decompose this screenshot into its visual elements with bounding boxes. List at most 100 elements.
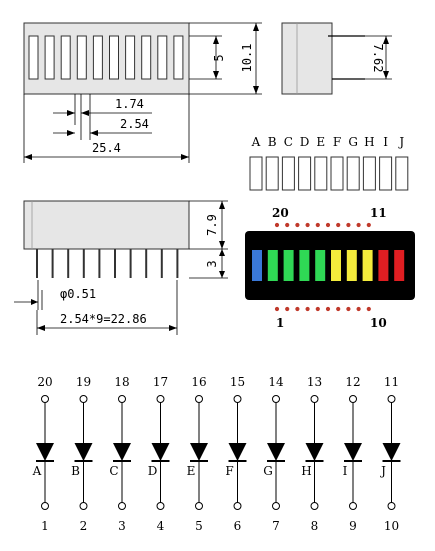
cathode-terminal xyxy=(233,502,242,510)
front-segment-slot xyxy=(157,35,168,80)
body-height-dim: 7.9 xyxy=(205,214,219,236)
front-segment-slot xyxy=(28,35,39,80)
diode-triangle xyxy=(36,443,54,461)
bottom-view-leads xyxy=(36,249,179,278)
front-height-dim: 5 xyxy=(212,54,226,61)
diode-channel: 14 7 G xyxy=(263,375,285,533)
lead-span-dim: 2.54*9=22.86 xyxy=(60,312,147,326)
display-pin-20-label: 20 xyxy=(272,206,289,220)
anode-pin-label: 13 xyxy=(307,375,322,389)
front-segment-slot xyxy=(109,35,119,80)
cathode-pin-label: 2 xyxy=(80,519,88,533)
anode-terminal xyxy=(156,395,165,403)
cathode-pin-label: 3 xyxy=(118,519,126,533)
diode-label: E xyxy=(187,464,196,478)
segment-outline xyxy=(395,156,409,191)
display-bar xyxy=(267,250,278,281)
diode-channel: 12 9 I xyxy=(343,375,362,533)
segment-outline xyxy=(249,156,263,191)
display-bar xyxy=(299,250,310,281)
diode-channel: 20 1 A xyxy=(32,375,54,533)
display-bar xyxy=(315,250,326,281)
bottom-view: 7.9 3 φ0.51 2.54*9=22.86 xyxy=(14,200,228,335)
display-pin-10-label: 10 xyxy=(370,316,387,330)
cathode-pin-label: 10 xyxy=(384,519,399,533)
diode-channel: 17 4 D xyxy=(148,375,170,533)
diode-triangle xyxy=(267,443,285,461)
diode-triangle xyxy=(344,443,362,461)
segment-outline xyxy=(298,156,312,191)
cathode-pin-label: 7 xyxy=(272,519,280,533)
cathode-terminal xyxy=(272,502,280,510)
diode-label: J xyxy=(379,464,386,478)
cathode-pin-label: 4 xyxy=(157,519,165,533)
diode-channel: 11 10 J xyxy=(379,375,401,533)
segment-letter: H xyxy=(364,135,374,149)
display-pin-dot xyxy=(274,306,280,312)
anode-terminal xyxy=(272,395,280,403)
segment-outline xyxy=(330,156,344,191)
front-segment-slot xyxy=(76,35,87,80)
cathode-terminal xyxy=(156,502,165,510)
diode-channel: 19 2 B xyxy=(71,375,93,533)
front-segment-slot xyxy=(173,35,184,80)
diode-channel: 18 3 C xyxy=(109,375,131,533)
segment-letter: E xyxy=(316,135,325,149)
display-pin-dot xyxy=(305,306,310,312)
side-view: 7.62 xyxy=(281,22,392,95)
segment-letter: I xyxy=(383,135,388,149)
anode-terminal xyxy=(349,395,357,403)
segment-letter: A xyxy=(251,135,261,149)
anode-terminal xyxy=(118,395,126,403)
bottom-view-body xyxy=(23,200,190,250)
lead-diameter-dim: φ0.51 xyxy=(60,287,96,301)
side-view-body xyxy=(281,22,333,95)
cathode-pin-label: 9 xyxy=(349,519,357,533)
anode-terminal xyxy=(79,395,88,403)
length-dim: 25.4 xyxy=(92,141,121,155)
front-segment-slot xyxy=(141,35,152,80)
segment-width-dim: 1.74 xyxy=(115,97,144,111)
anode-pin-label: 19 xyxy=(76,375,91,389)
segment-outlines xyxy=(249,156,409,191)
pin-spacing-dim: 7.62 xyxy=(371,44,385,73)
display-pin-dot xyxy=(366,222,371,228)
pitch-dim: 2.54 xyxy=(120,117,149,131)
anode-pin-label: 11 xyxy=(384,375,399,389)
display-pin-dot xyxy=(315,306,320,312)
schematic-diagram: 20 1 A 19 2 B 18 3 C 17 4 D 16 5 E 15 6 F 14 7 G 13 8 H 12 9 I 11 10… xyxy=(32,375,401,533)
segment-outline xyxy=(346,156,360,191)
cathode-terminal xyxy=(349,502,357,510)
diode-triangle xyxy=(151,443,170,461)
front-segment-slot xyxy=(60,35,71,80)
display-body xyxy=(245,231,415,300)
led-display: 20 11 1 10 xyxy=(245,206,415,330)
cathode-pin-label: 5 xyxy=(195,519,203,533)
diode-label: H xyxy=(301,464,311,478)
display-bar xyxy=(362,250,373,281)
anode-pin-label: 12 xyxy=(345,375,360,389)
display-bar xyxy=(283,250,294,281)
display-pin-dot xyxy=(274,222,280,228)
display-pin-dot xyxy=(356,222,361,228)
diode-label: C xyxy=(109,464,118,478)
anode-pin-label: 20 xyxy=(37,375,52,389)
anode-pin-label: 17 xyxy=(153,375,168,389)
segment-letter: B xyxy=(268,135,277,149)
display-pin-dot xyxy=(336,222,341,228)
segment-outline xyxy=(281,156,295,191)
diode-label: F xyxy=(225,464,233,478)
segment-outline xyxy=(314,156,328,191)
cathode-terminal xyxy=(41,502,49,510)
front-view-segments xyxy=(28,35,184,80)
cathode-terminal xyxy=(310,502,319,510)
display-pin-1-label: 1 xyxy=(276,316,284,330)
cathode-terminal xyxy=(195,502,203,510)
segment-outline xyxy=(362,156,376,191)
diode-label: B xyxy=(71,464,80,478)
display-bar xyxy=(331,250,341,281)
diode-label: A xyxy=(32,464,42,478)
segment-letter: J xyxy=(397,135,404,149)
